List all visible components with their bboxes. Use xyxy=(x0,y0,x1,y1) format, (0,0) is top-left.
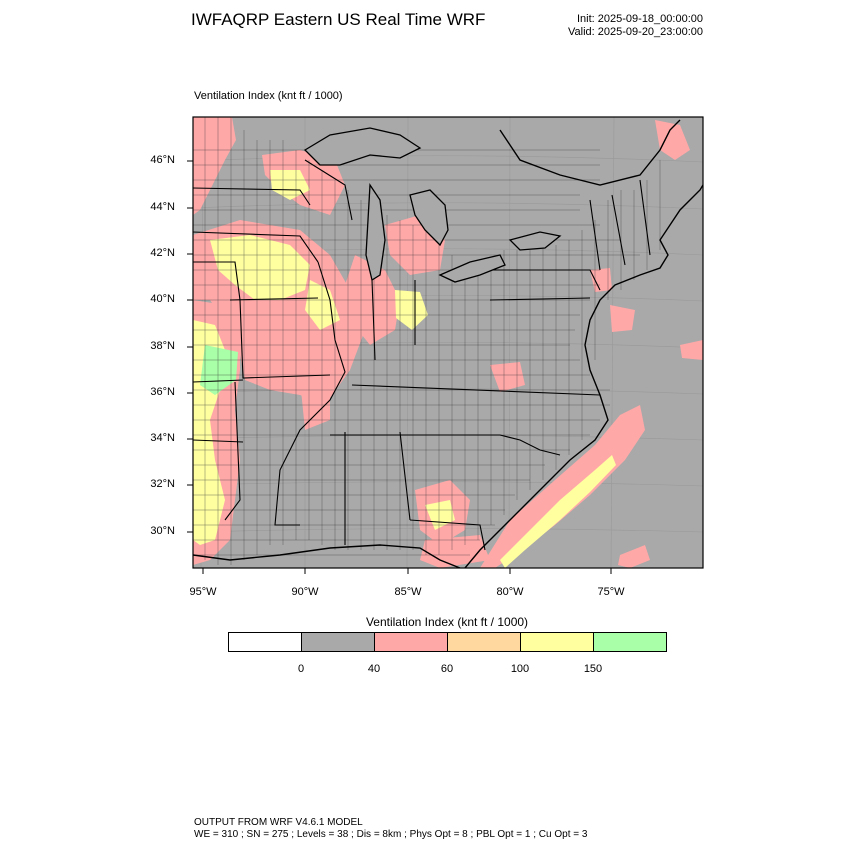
county-grid xyxy=(193,117,661,565)
field-nc-pink xyxy=(490,362,525,392)
colorbar-label-60: 60 xyxy=(440,663,454,675)
field-atlantic-pink xyxy=(480,405,645,568)
field-ne-pink xyxy=(655,120,690,160)
field-green-patch xyxy=(200,345,238,395)
lon-tick-95: 95°W xyxy=(189,586,217,598)
colorbar-swatch-4 xyxy=(520,632,594,652)
field-atlantic-yellow xyxy=(500,455,616,568)
lon-tick-90: 90°W xyxy=(291,586,319,598)
field-illinois-yellow xyxy=(305,280,340,330)
colorbar-label-150: 150 xyxy=(583,663,603,675)
footer-line-1: OUTPUT FROM WRF V4.6.1 MODEL xyxy=(194,817,363,828)
state-borders xyxy=(193,159,651,551)
colorbar-label-0: 0 xyxy=(297,663,305,675)
lon-tick-85: 85°W xyxy=(394,586,422,598)
field-nj-pink xyxy=(590,268,612,292)
field-nw-pink xyxy=(193,117,236,215)
page-title: IWFAQRP Eastern US Real Time WRF xyxy=(191,10,486,29)
lake-huron xyxy=(409,189,449,247)
model-footer: OUTPUT FROM WRF V4.6.1 MODEL WE = 310 ; … xyxy=(194,817,587,841)
lat-tick-32: 32°N xyxy=(150,478,175,490)
lat-tick-36: 36°N xyxy=(150,386,175,398)
colorbar-swatch-0 xyxy=(228,632,302,652)
lat-tick-30: 30°N xyxy=(150,525,175,537)
lat-tick-42: 42°N xyxy=(150,247,175,259)
field-offshore-pink-2 xyxy=(680,340,703,360)
init-valid-block: Init: 2025-09-18_00:00:00 Valid: 2025-09… xyxy=(540,13,703,39)
field-n-central-yellow xyxy=(270,170,310,200)
lat-tick-34: 34°N xyxy=(150,432,175,444)
field-iowa-yellow xyxy=(210,235,310,300)
valid-time: Valid: 2025-09-20_23:00:00 xyxy=(568,26,703,38)
colorbar xyxy=(228,632,667,652)
lat-tick-46: 46°N xyxy=(150,154,175,166)
map-frame xyxy=(192,116,704,569)
colorbar-title: Ventilation Index (knt ft / 1000) xyxy=(365,615,529,629)
lon-tick-75: 75°W xyxy=(597,586,625,598)
coastline xyxy=(193,119,703,568)
map-plot-area xyxy=(193,117,703,568)
tick-marks xyxy=(187,160,612,574)
colorbar-swatch-2 xyxy=(374,632,448,652)
colorbar-swatch-1 xyxy=(301,632,375,652)
colorbar-swatch-3 xyxy=(447,632,521,652)
coastlines-lakes xyxy=(303,127,562,283)
colorbar-label-100: 100 xyxy=(510,663,530,675)
footer-line-2: WE = 310 ; SN = 275 ; Levels = 38 ; Dis … xyxy=(194,829,588,840)
lat-tick-40: 40°N xyxy=(150,293,175,305)
lake-superior xyxy=(303,127,422,166)
field-offshore-pink-3 xyxy=(618,545,650,568)
lake-ontario xyxy=(508,231,562,251)
lake-michigan xyxy=(365,183,386,282)
init-time: Init: 2025-09-18_00:00:00 xyxy=(577,13,703,25)
lat-tick-44: 44°N xyxy=(150,201,175,213)
map-subtitle: Ventilation Index (knt ft / 1000) xyxy=(194,90,343,102)
colorbar-swatch-5 xyxy=(593,632,667,652)
field-offshore-pink-1 xyxy=(610,305,635,332)
lat-tick-38: 38°N xyxy=(150,340,175,352)
lon-tick-80: 80°W xyxy=(496,586,524,598)
colorbar-label-40: 40 xyxy=(367,663,381,675)
lake-erie xyxy=(438,254,506,283)
